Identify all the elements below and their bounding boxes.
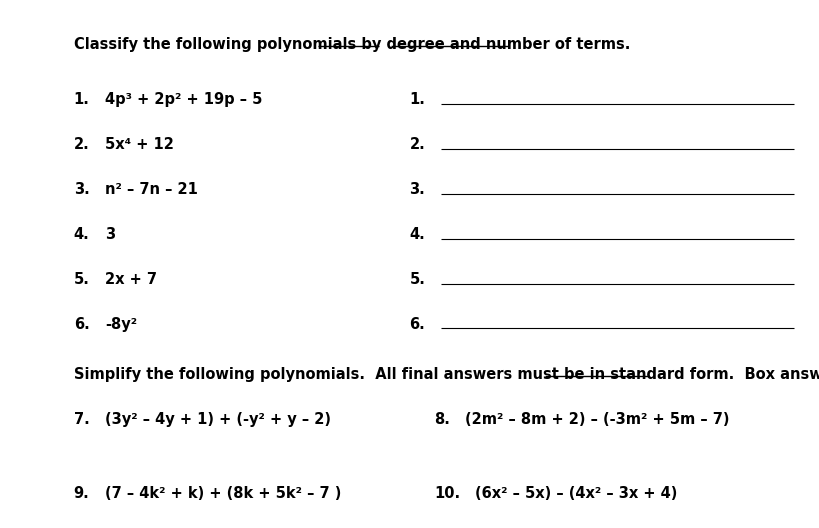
Text: 2.: 2. xyxy=(74,137,89,152)
Text: 2.: 2. xyxy=(410,137,425,152)
Text: 7.: 7. xyxy=(74,412,89,427)
Text: 1.: 1. xyxy=(410,92,425,107)
Text: 4.: 4. xyxy=(74,227,89,242)
Text: 2x + 7: 2x + 7 xyxy=(105,272,156,287)
Text: 6.: 6. xyxy=(74,317,89,332)
Text: (6x² – 5x) – (4x² – 3x + 4): (6x² – 5x) – (4x² – 3x + 4) xyxy=(475,486,677,501)
Text: 10.: 10. xyxy=(434,486,460,501)
Text: 9.: 9. xyxy=(74,486,89,501)
Text: 1.: 1. xyxy=(74,92,89,107)
Text: 6.: 6. xyxy=(410,317,425,332)
Text: (7 – 4k² + k) + (8k + 5k² – 7 ): (7 – 4k² + k) + (8k + 5k² – 7 ) xyxy=(105,486,342,501)
Text: 5.: 5. xyxy=(74,272,89,287)
Text: Simplify the following polynomials.  All final answers must be in standard form.: Simplify the following polynomials. All … xyxy=(74,367,819,382)
Text: 5x⁴ + 12: 5x⁴ + 12 xyxy=(105,137,174,152)
Text: 4.: 4. xyxy=(410,227,425,242)
Text: 3.: 3. xyxy=(410,182,425,197)
Text: 3.: 3. xyxy=(74,182,89,197)
Text: (2m² – 8m + 2) – (-3m² + 5m – 7): (2m² – 8m + 2) – (-3m² + 5m – 7) xyxy=(465,412,730,427)
Text: 8.: 8. xyxy=(434,412,450,427)
Text: (3y² – 4y + 1) + (-y² + y – 2): (3y² – 4y + 1) + (-y² + y – 2) xyxy=(105,412,331,427)
Text: 3: 3 xyxy=(105,227,115,242)
Text: n² – 7n – 21: n² – 7n – 21 xyxy=(105,182,197,197)
Text: 4p³ + 2p² + 19p – 5: 4p³ + 2p² + 19p – 5 xyxy=(105,92,262,107)
Text: 5.: 5. xyxy=(410,272,425,287)
Text: Classify the following polynomials by degree and number of terms.: Classify the following polynomials by de… xyxy=(74,37,630,52)
Text: -8y²: -8y² xyxy=(105,317,137,332)
